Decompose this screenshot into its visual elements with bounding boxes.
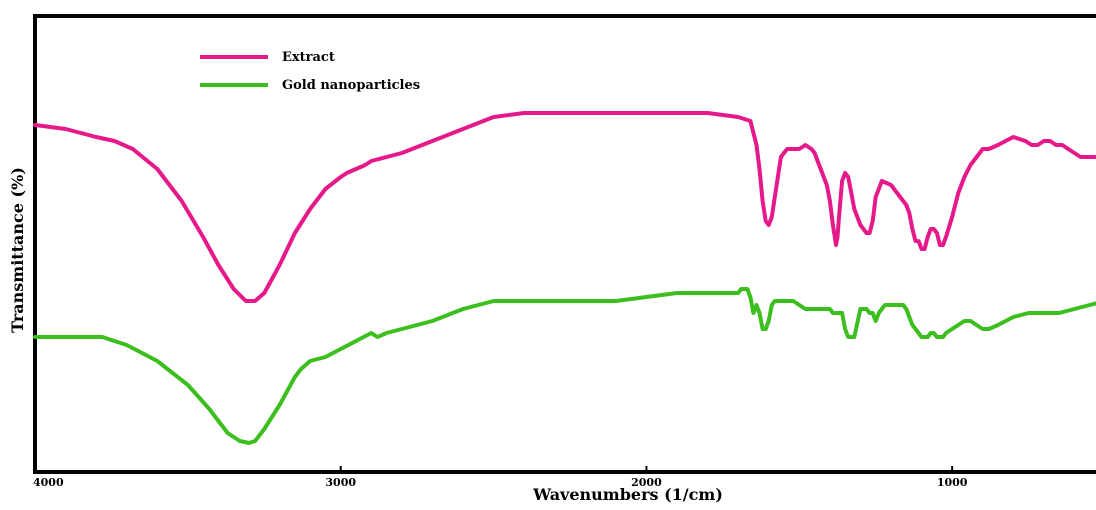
- y-axis-title: Transmittance (%): [8, 167, 27, 333]
- x-tick-label: 1000: [937, 476, 968, 489]
- x-axis-title: Wavenumbers (1/cm): [532, 485, 723, 504]
- x-axis-ticks: 4000 3000 2000 1000: [33, 466, 968, 489]
- series-lines: [33, 111, 1096, 445]
- legend-label: Gold nanoparticles: [282, 78, 420, 93]
- series-line-extract: [33, 111, 1096, 303]
- x-tick-label: 4000: [33, 476, 64, 489]
- x-tick-label: 2000: [631, 476, 662, 489]
- x-tick-label: 3000: [325, 476, 356, 489]
- series-line-gold-nanoparticles: [33, 287, 1096, 445]
- legend: Extract Gold nanoparticles: [200, 50, 420, 93]
- legend-label: Extract: [282, 50, 335, 65]
- plot-frame: [33, 14, 1096, 474]
